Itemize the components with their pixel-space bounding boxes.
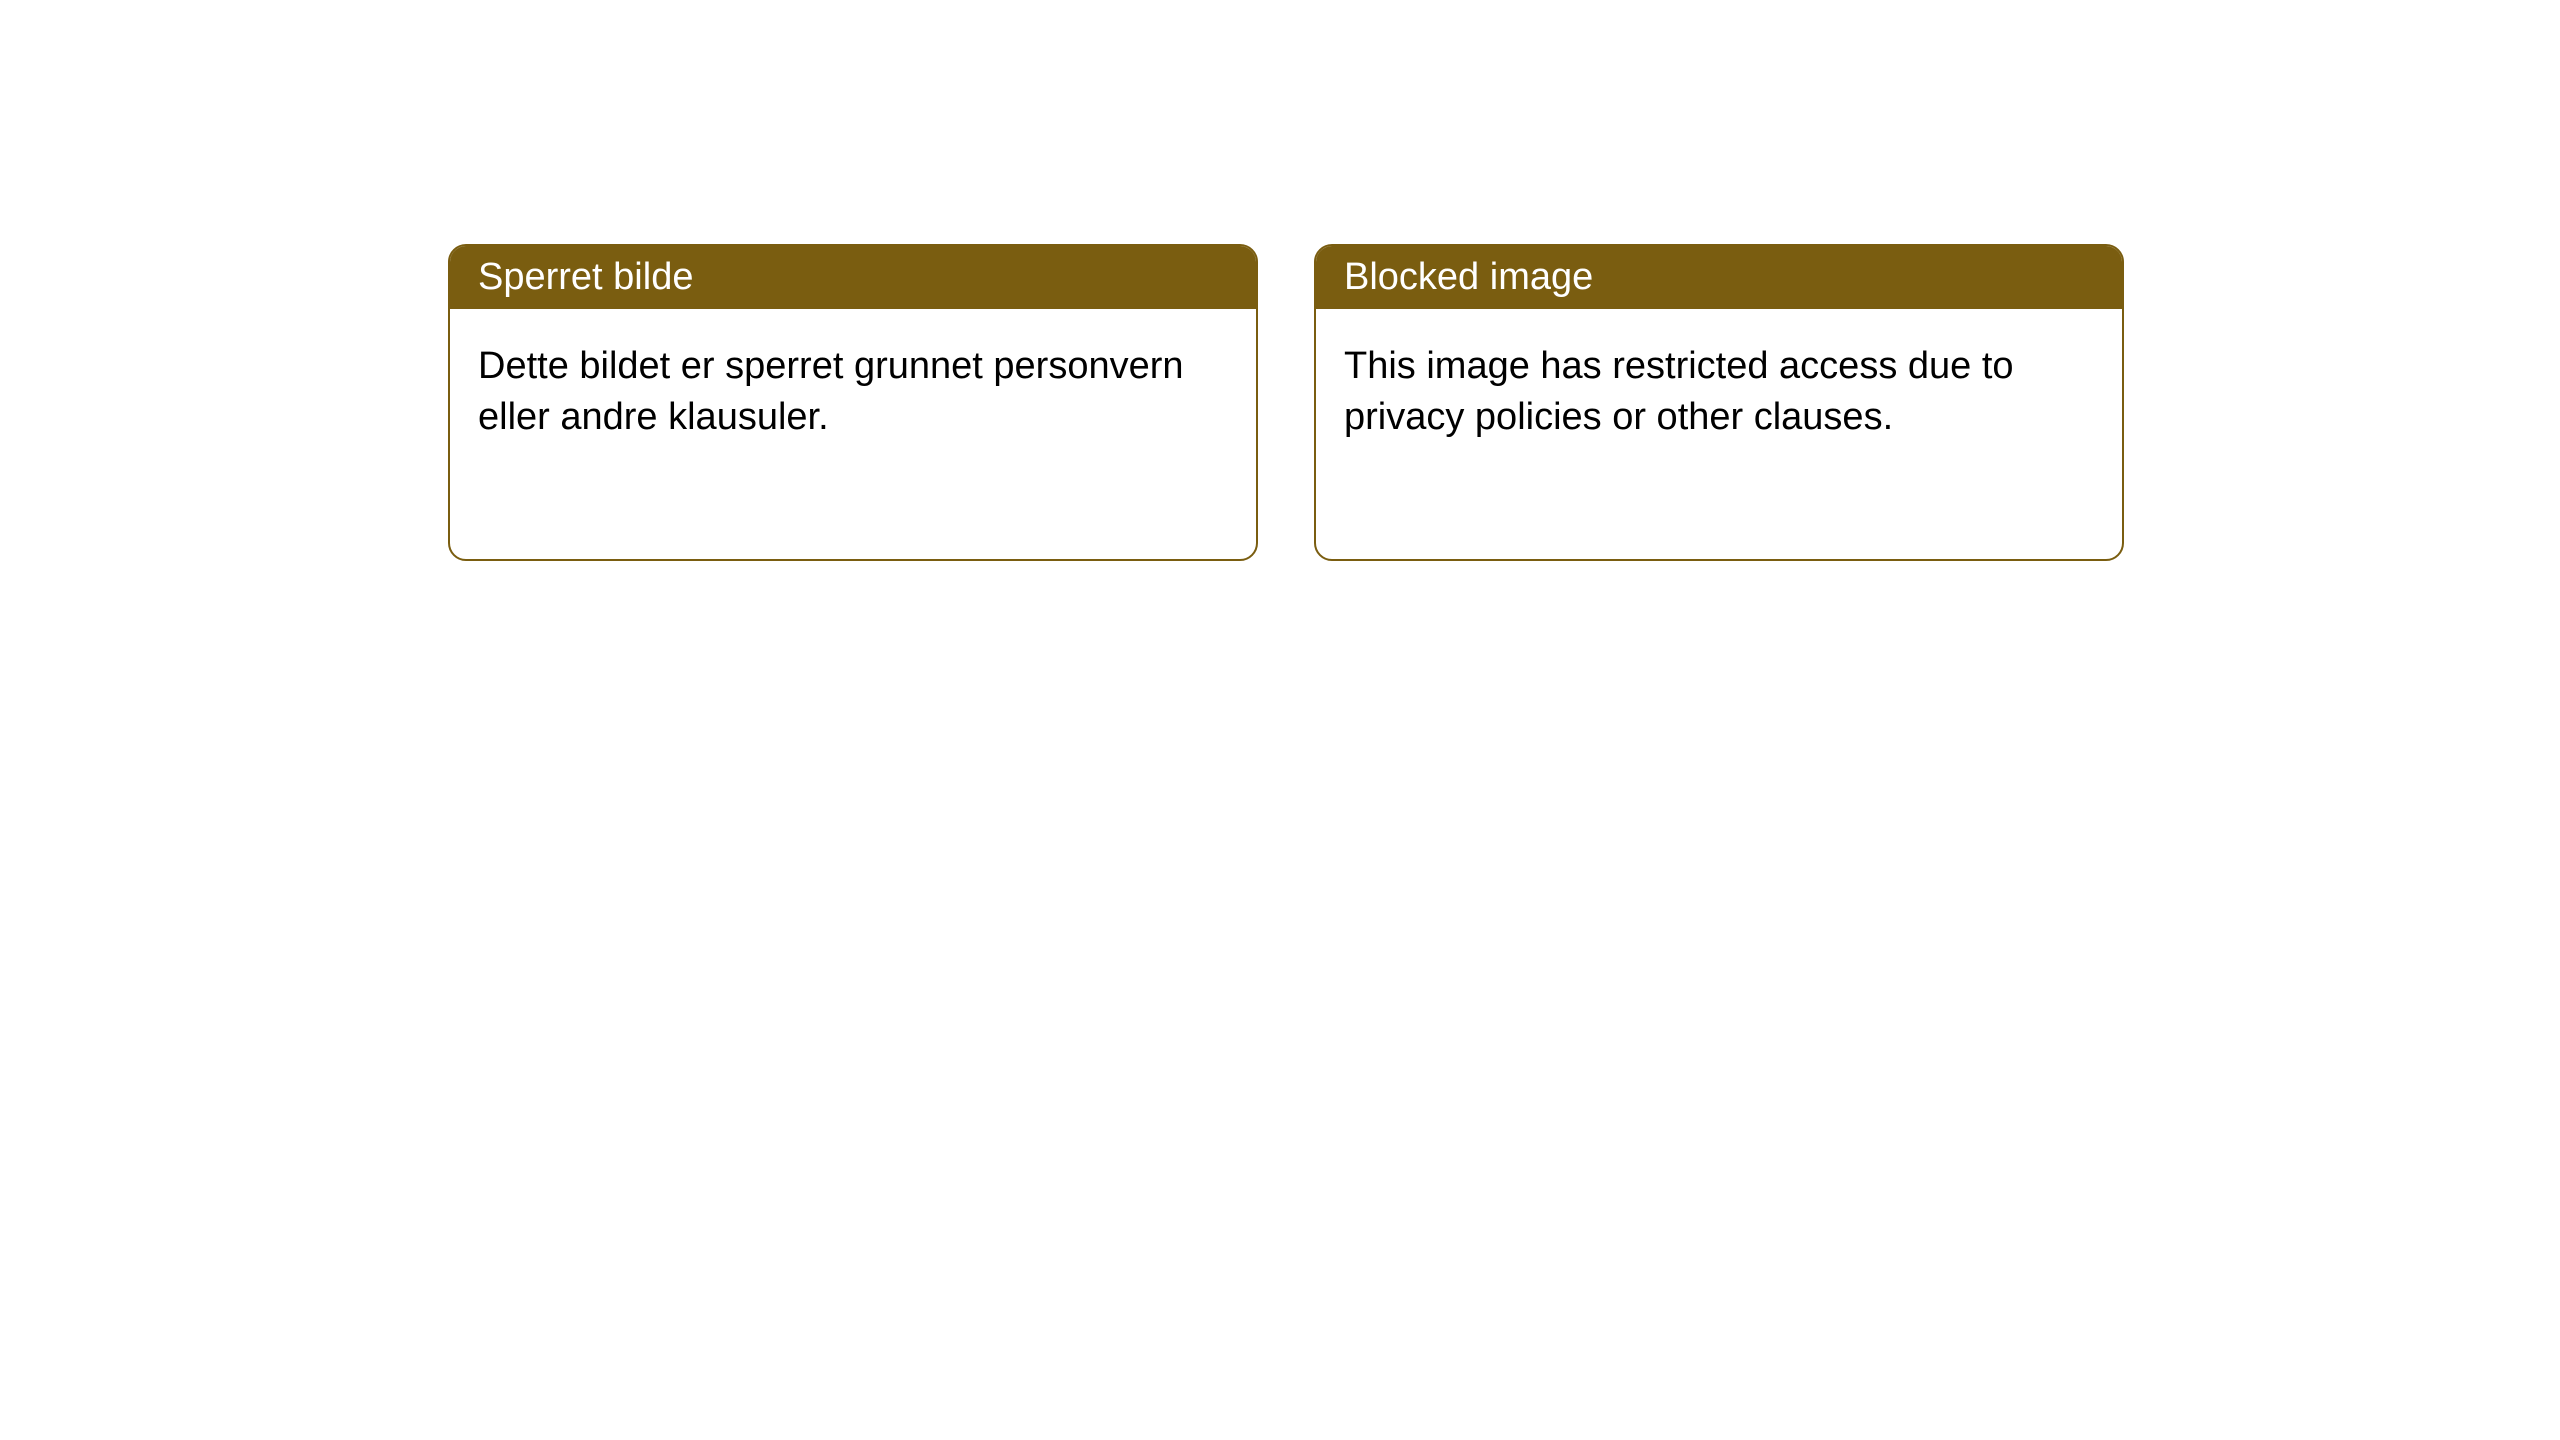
notice-body: Dette bildet er sperret grunnet personve… bbox=[450, 309, 1256, 559]
notice-card-english: Blocked image This image has restricted … bbox=[1314, 244, 2124, 561]
notice-body-text: Dette bildet er sperret grunnet personve… bbox=[478, 345, 1184, 438]
notice-body-text: This image has restricted access due to … bbox=[1344, 345, 2014, 438]
notice-header: Sperret bilde bbox=[450, 246, 1256, 309]
notice-title: Blocked image bbox=[1344, 256, 1593, 298]
notice-container: Sperret bilde Dette bildet er sperret gr… bbox=[0, 0, 2560, 561]
notice-body: This image has restricted access due to … bbox=[1316, 309, 2122, 559]
notice-title: Sperret bilde bbox=[478, 256, 693, 298]
notice-card-norwegian: Sperret bilde Dette bildet er sperret gr… bbox=[448, 244, 1258, 561]
notice-header: Blocked image bbox=[1316, 246, 2122, 309]
